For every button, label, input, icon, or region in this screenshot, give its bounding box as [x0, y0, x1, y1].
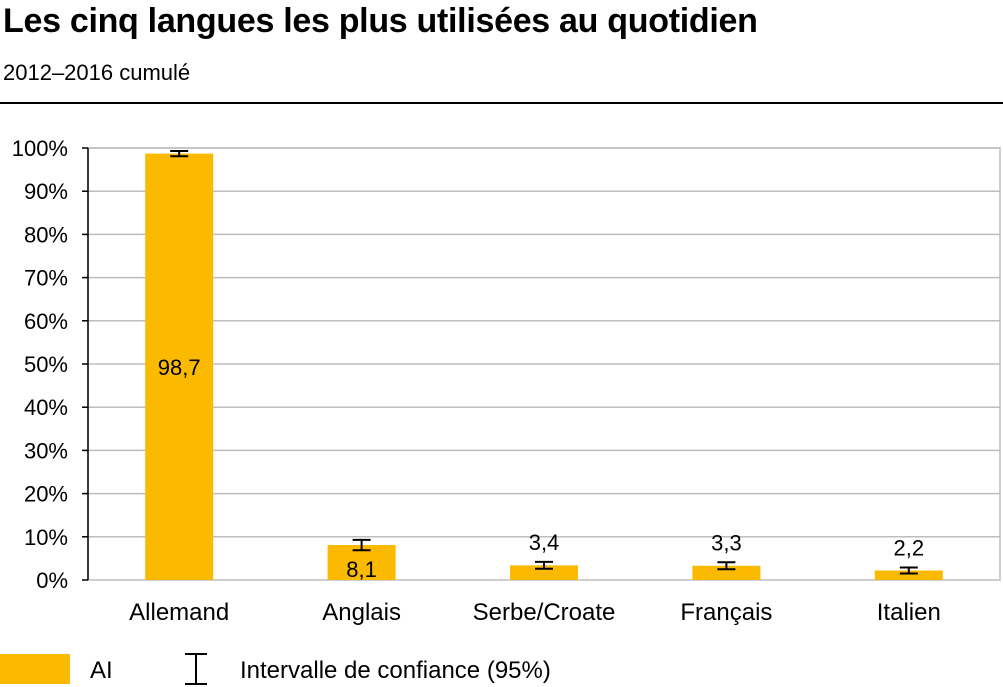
- y-tick-label: 100%: [12, 136, 68, 161]
- chart-title: Les cinq langues les plus utilisées au q…: [3, 2, 758, 40]
- error-bar: [535, 560, 553, 570]
- y-tick-label: 0%: [36, 568, 68, 593]
- error-bar: [899, 566, 918, 575]
- legend-label-confidence-interval: Intervalle de confiance (95%): [240, 657, 551, 684]
- category-label: Anglais: [322, 599, 401, 626]
- y-tick-label: 80%: [24, 222, 68, 247]
- data-label: 3,4: [529, 530, 560, 555]
- y-tick-label: 40%: [24, 395, 68, 420]
- data-label: 8,1: [346, 557, 377, 582]
- y-tick-label: 20%: [24, 482, 68, 507]
- legend-label-ai: AI: [90, 657, 113, 684]
- category-label: Serbe/Croate: [473, 599, 616, 626]
- title-divider: [0, 102, 1003, 104]
- y-tick-label: 70%: [24, 266, 68, 291]
- confidence-interval-icon: [185, 653, 207, 685]
- y-tick-label: 50%: [24, 352, 68, 377]
- y-tick-label: 30%: [24, 438, 68, 463]
- category-label: Français: [680, 599, 772, 626]
- error-bar: [170, 150, 189, 158]
- error-bar: [717, 561, 736, 571]
- data-label: 3,3: [711, 530, 742, 555]
- bar: [145, 153, 214, 580]
- category-label: Allemand: [129, 599, 229, 626]
- y-tick-label: 10%: [24, 525, 68, 550]
- data-label: 98,7: [158, 355, 201, 380]
- data-label: 2,2: [894, 535, 925, 560]
- chart-subtitle: 2012–2016 cumulé: [3, 60, 191, 85]
- y-tick-label: 60%: [24, 309, 68, 334]
- legend-swatch-ai: [0, 654, 70, 684]
- bar: [510, 565, 578, 580]
- bar: [692, 565, 761, 580]
- y-tick-label: 90%: [24, 179, 68, 204]
- category-label: Italien: [877, 599, 941, 626]
- bar: [874, 570, 943, 580]
- error-bar: [352, 538, 371, 552]
